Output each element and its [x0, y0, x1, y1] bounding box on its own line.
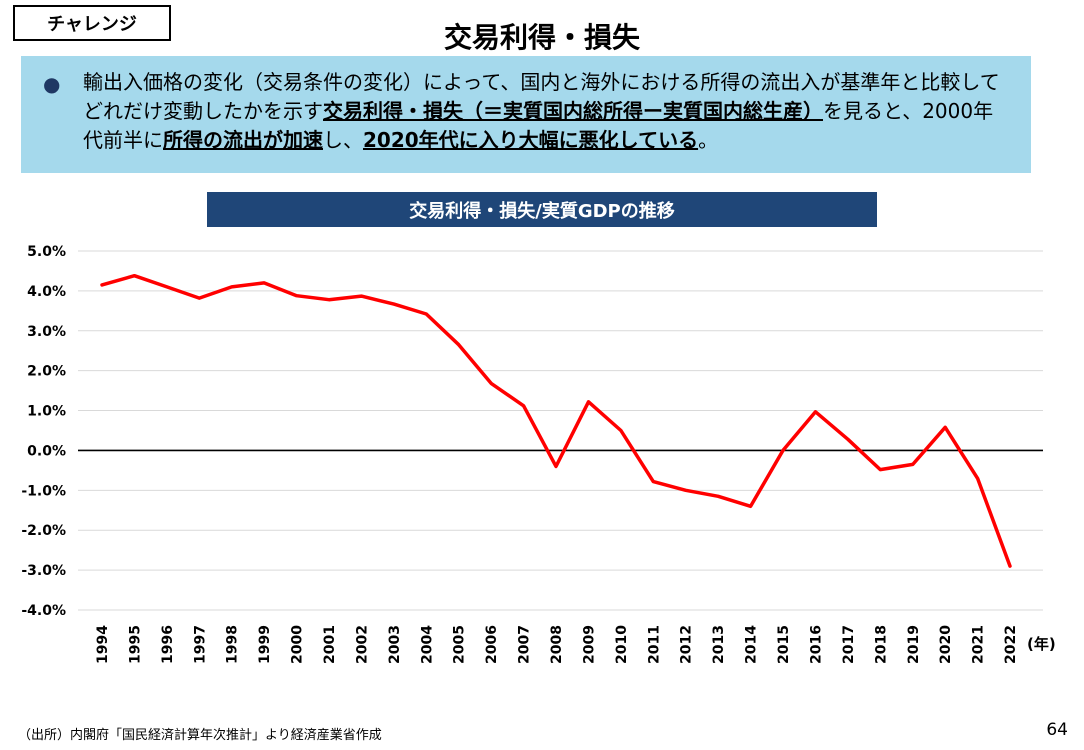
x-tick-label: 2012 — [679, 625, 695, 664]
x-tick-label: 2022 — [1003, 625, 1019, 664]
x-tick-label: 2018 — [873, 625, 889, 664]
x-tick-label: 1997 — [192, 625, 208, 664]
line-chart: 5.0% 4.0% 3.0% 2.0% 1.0% 0.0% -1.0% -2.0% -3.0% -… — [21, 244, 1056, 664]
x-tick-label: 2013 — [711, 625, 727, 664]
y-tick-label: 3.0% — [27, 324, 66, 340]
y-tick-label: -1.0% — [21, 483, 66, 499]
summary-part2: 交易利得・損失（＝実質国内総所得ー実質国内総生産） — [323, 99, 823, 123]
summary-part5: し、 — [323, 128, 363, 152]
x-tick-label: 1998 — [225, 625, 241, 664]
x-tick-label: 1994 — [95, 625, 111, 664]
summary-box: ● 輸出入価格の変化（交易条件の変化）によって、国内と海外における所得の流出入が… — [21, 56, 1031, 173]
y-tick-label: 4.0% — [27, 284, 66, 300]
series-line — [100, 273, 1012, 568]
x-tick-label: 2020 — [938, 625, 954, 664]
x-tick-label: 2003 — [387, 625, 403, 664]
summary-part3: を見ると、2000年代前半に — [83, 99, 994, 152]
y-tick-label: -4.0% — [21, 603, 66, 619]
x-tick-label: 2002 — [354, 625, 370, 664]
y-tick-label: 1.0% — [27, 404, 66, 420]
summary-part1: 輸出入価格の変化（交易条件の変化）によって、国内と海外における所得の流出入が基準… — [83, 70, 1000, 123]
x-tick-label: 2010 — [614, 625, 630, 664]
x-tick-label: 2015 — [776, 625, 792, 664]
x-tick-label: 2008 — [549, 625, 565, 664]
source-note: （出所）内閣府「国民経済計算年次推計」より経済産業省作成 — [18, 728, 382, 743]
x-tick-label: 2014 — [744, 625, 760, 664]
summary-text: 輸出入価格の変化（交易条件の変化）によって、国内と海外における所得の流出入が基準… — [83, 68, 1013, 155]
summary-part7: 。 — [698, 128, 719, 152]
chart-title: 交易利得・損失/実質GDPの推移 — [207, 192, 877, 227]
page-title: 交易利得・損失 — [443, 21, 640, 54]
x-tick-labels: 1994 1995 1996 1997 1998 1999 2000 2001 2002 2003… — [95, 625, 1019, 664]
y-tick-label: -2.0% — [21, 523, 66, 539]
x-tick-label: 2001 — [322, 625, 338, 664]
page-number: 64 — [1046, 720, 1068, 740]
x-tick-label: 1996 — [160, 625, 176, 664]
x-tick-label: 2005 — [452, 625, 468, 664]
y-tick-label: 0.0% — [27, 443, 66, 459]
summary-part6: 2020年代に入り大幅に悪化している — [363, 128, 699, 152]
y-tick-labels: 5.0% 4.0% 3.0% 2.0% 1.0% 0.0% -1.0% -2.0% -3.0% -… — [21, 244, 66, 619]
x-tick-label: 2004 — [419, 625, 435, 664]
grid-layer — [78, 250, 1043, 611]
bullet-icon: ● — [43, 72, 61, 96]
y-tick-label: 5.0% — [27, 244, 66, 260]
x-tick-label: 2021 — [971, 625, 987, 664]
x-tick-label: 2019 — [906, 625, 922, 664]
x-tick-label: 2000 — [290, 625, 306, 664]
challenge-tag: チャレンジ — [13, 5, 171, 41]
x-tick-label: 2011 — [646, 625, 662, 664]
x-tick-label: 2006 — [484, 625, 500, 664]
y-tick-label: -3.0% — [21, 563, 66, 579]
summary-part4: 所得の流出が加速 — [163, 128, 323, 152]
x-tick-label: 2009 — [581, 625, 597, 664]
x-unit-label: (年) — [1027, 635, 1056, 653]
x-tick-label: 2017 — [841, 625, 857, 664]
y-tick-label: 2.0% — [27, 364, 66, 380]
x-tick-label: 1995 — [127, 625, 143, 664]
x-tick-label: 2016 — [808, 625, 824, 664]
x-tick-label: 2007 — [517, 625, 533, 664]
x-tick-label: 1999 — [257, 625, 273, 664]
series-layer — [100, 273, 1012, 568]
